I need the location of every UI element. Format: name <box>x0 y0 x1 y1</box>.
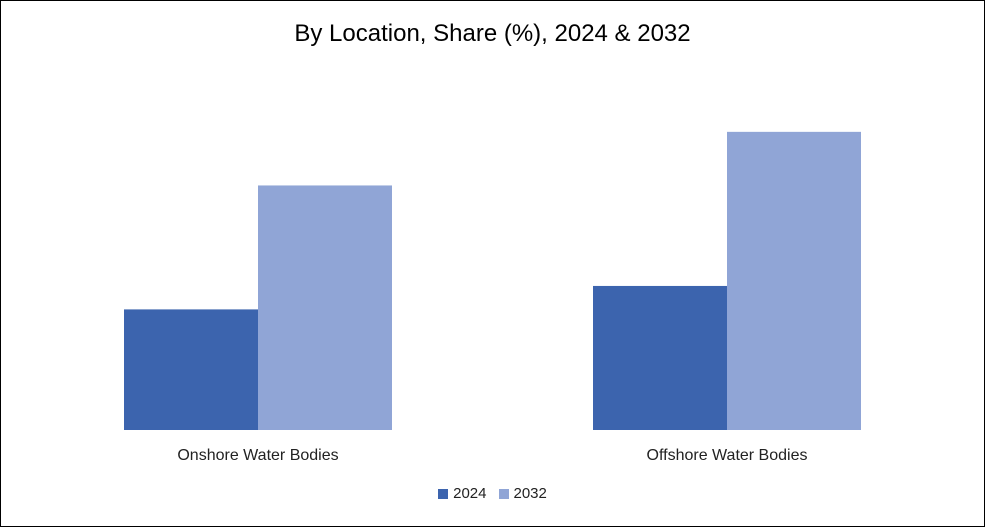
x-tick-label: Onshore Water Bodies <box>177 447 338 464</box>
legend-swatch-2024 <box>438 488 449 499</box>
chart-title: By Location, Share (%), 2024 & 2032 <box>294 20 691 47</box>
legend: 2024 2032 <box>0 485 985 502</box>
bar-group <box>124 131 861 430</box>
legend-swatch-2032 <box>498 488 509 499</box>
bar-2024-onshore <box>124 309 258 430</box>
bar-2032-offshore <box>727 131 861 430</box>
bar-2032-onshore <box>258 185 392 430</box>
bar-2024-offshore <box>593 285 727 430</box>
legend-item-2024: 2024 <box>438 485 487 502</box>
legend-label-2024: 2024 <box>453 485 487 502</box>
legend-label-2032: 2032 <box>513 485 547 502</box>
x-tick-label: Offshore Water Bodies <box>647 447 808 464</box>
x-tick-labels: Onshore Water Bodies Offshore Water Bodie… <box>177 447 807 464</box>
legend-item-2032: 2032 <box>498 485 547 502</box>
